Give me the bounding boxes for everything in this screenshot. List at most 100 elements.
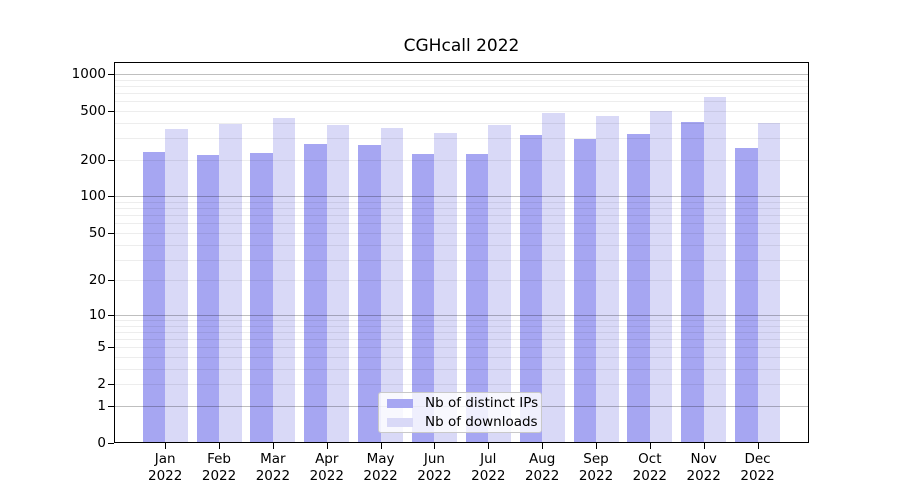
gridline-major xyxy=(115,314,808,316)
downloads-bar xyxy=(649,111,673,443)
distinct-ips-bar xyxy=(304,143,327,443)
chart-title: CGHcall 2022 xyxy=(403,36,520,56)
downloads-bar xyxy=(380,127,404,443)
x-axis-label: Nov 2022 xyxy=(686,451,721,484)
y-tick-mark xyxy=(108,159,114,161)
legend-item: Nb of distinct IPs xyxy=(387,395,538,411)
x-tick-mark xyxy=(649,443,651,449)
legend-swatch xyxy=(387,398,413,408)
distinct-ips-bar xyxy=(627,133,650,443)
x-axis-label: Sep 2022 xyxy=(578,451,614,484)
downloads-bar xyxy=(757,122,781,443)
downloads-bar xyxy=(326,125,350,443)
y-tick-label: 1 xyxy=(97,397,106,414)
gridline-minor xyxy=(115,79,808,81)
gridline-minor xyxy=(115,122,808,124)
gridline-minor xyxy=(115,208,808,210)
distinct-ips-bar xyxy=(250,152,273,443)
y-tick-mark xyxy=(108,347,114,349)
x-tick-mark xyxy=(165,443,167,449)
gridline-minor xyxy=(115,339,808,341)
gridline-minor xyxy=(115,280,808,282)
x-axis-label: Aug 2022 xyxy=(524,451,560,484)
downloads-bar xyxy=(703,96,727,443)
downloads-bar xyxy=(219,124,242,443)
gridline-minor xyxy=(115,85,808,87)
gridline-minor xyxy=(115,138,808,140)
y-tick-label: 1000 xyxy=(71,65,106,82)
legend-label: Nb of distinct IPs xyxy=(425,395,539,411)
distinct-ips-bar xyxy=(196,155,220,443)
y-tick-mark xyxy=(108,232,114,234)
y-tick-label: 200 xyxy=(80,151,106,168)
gridline-major xyxy=(115,196,808,198)
gridline-major xyxy=(115,73,808,75)
downloads-bar xyxy=(434,132,457,443)
gridline-minor xyxy=(115,244,808,246)
y-tick-mark xyxy=(108,280,114,282)
x-tick-mark xyxy=(757,443,759,449)
x-tick-mark xyxy=(703,443,705,449)
gridline-minor xyxy=(115,92,808,94)
gridline-minor xyxy=(115,325,808,327)
y-tick-label: 500 xyxy=(80,102,106,119)
y-tick-label: 100 xyxy=(80,188,106,205)
x-tick-mark xyxy=(326,443,328,449)
distinct-ips-bar xyxy=(519,135,543,443)
downloads-bar xyxy=(488,125,511,443)
gridline-minor xyxy=(115,347,808,349)
y-tick-mark xyxy=(108,405,114,407)
x-axis-label: Apr 2022 xyxy=(309,451,344,484)
y-tick-mark xyxy=(108,110,114,112)
x-axis-label: Jul 2022 xyxy=(471,451,506,484)
downloads-bar xyxy=(272,117,296,443)
y-tick-mark xyxy=(108,314,114,316)
gridline-minor xyxy=(115,357,808,359)
x-axis-label: May 2022 xyxy=(363,451,398,484)
y-tick-label: 2 xyxy=(97,376,106,393)
legend-item: Nb of downloads xyxy=(387,414,538,430)
x-tick-mark xyxy=(542,443,544,449)
x-tick-mark xyxy=(272,443,274,449)
x-tick-mark xyxy=(380,443,382,449)
gridline-minor xyxy=(115,368,808,370)
y-tick-mark xyxy=(108,384,114,386)
y-tick-label: 20 xyxy=(88,272,106,289)
legend-swatch xyxy=(387,417,413,427)
y-tick-label: 0 xyxy=(97,435,106,451)
legend: Nb of distinct IPs Nb of downloads xyxy=(378,392,542,433)
gridline-minor xyxy=(115,232,808,234)
x-tick-mark xyxy=(488,443,490,449)
legend-label: Nb of downloads xyxy=(425,414,538,430)
y-tick-label: 10 xyxy=(88,306,106,323)
y-tick-label: 5 xyxy=(97,339,106,356)
gridline-minor xyxy=(115,110,808,112)
y-tick-mark xyxy=(108,443,114,444)
distinct-ips-bar xyxy=(573,139,596,443)
downloads-bar xyxy=(165,129,188,443)
gridline-minor xyxy=(115,384,808,386)
distinct-ips-bar xyxy=(358,145,381,443)
distinct-ips-bar xyxy=(465,153,489,443)
x-axis-label: Feb 2022 xyxy=(201,451,237,484)
distinct-ips-bar xyxy=(142,152,166,443)
distinct-ips-bar xyxy=(411,153,435,443)
y-tick-mark xyxy=(108,196,114,198)
x-tick-mark xyxy=(596,443,597,449)
x-axis-label: Jan 2022 xyxy=(148,451,183,484)
x-tick-mark xyxy=(434,443,436,449)
gridline-minor xyxy=(115,331,808,333)
gridline-minor xyxy=(115,101,808,103)
gridline-minor xyxy=(115,319,808,321)
gridline-minor xyxy=(115,159,808,161)
gridline-minor xyxy=(115,223,808,225)
gridline-minor xyxy=(115,215,808,217)
x-axis-label: Dec 2022 xyxy=(740,451,775,484)
y-tick-mark xyxy=(108,73,114,75)
downloads-bar xyxy=(542,113,565,443)
distinct-ips-bar xyxy=(735,147,758,443)
y-tick-label: 50 xyxy=(88,224,106,241)
x-axis-label: Mar 2022 xyxy=(255,451,291,484)
x-axis-label: Oct 2022 xyxy=(632,451,668,484)
